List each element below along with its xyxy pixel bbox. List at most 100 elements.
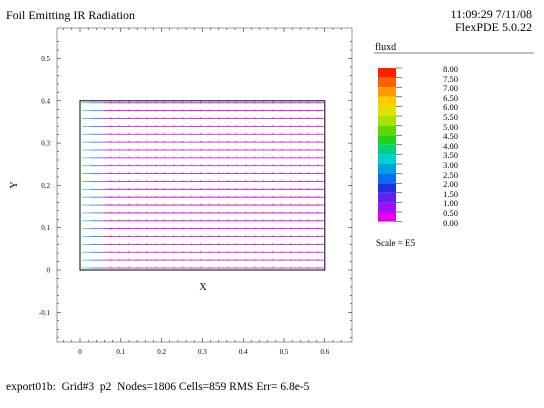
flux-arrowhead (262, 124, 266, 127)
flux-arrowhead (217, 258, 221, 261)
legend-swatch (378, 77, 396, 88)
flux-arrowhead (271, 132, 275, 135)
legend-value: 5.50 (443, 112, 458, 122)
flux-arrowhead (280, 124, 284, 127)
legend-value: 5.00 (443, 121, 458, 132)
scale-note: Scale = E5 (376, 238, 416, 248)
flux-arrowhead (289, 164, 293, 166)
flux-arrowhead (172, 250, 176, 253)
flux-arrowhead (199, 101, 203, 104)
flux-arrowhead (271, 187, 275, 190)
flux-arrowhead (298, 211, 302, 214)
legend-swatch (378, 212, 396, 222)
flux-arrowhead (262, 195, 266, 198)
flux-arrowhead (307, 132, 311, 135)
flux-arrowhead (127, 156, 131, 159)
flux-arrowhead (271, 101, 275, 104)
flux-arrowhead (145, 180, 149, 182)
flux-arrowhead (208, 187, 212, 190)
flux-arrowhead (289, 250, 293, 253)
flux-arrowhead (163, 172, 167, 174)
flux-arrowhead (208, 203, 212, 206)
legend-swatch (378, 68, 396, 78)
flux-arrowhead (172, 109, 176, 111)
flux-arrowhead (298, 140, 302, 143)
flux-arrowhead (262, 180, 266, 182)
flux-arrowhead (253, 172, 257, 174)
flux-arrowhead (307, 117, 311, 119)
flux-arrowhead (280, 187, 284, 190)
flux-arrowhead (172, 156, 176, 159)
x-tick-label: 0.6 (320, 348, 329, 356)
flux-arrowhead (307, 242, 311, 245)
flux-arrowhead (136, 140, 140, 143)
flux-arrowhead (163, 242, 167, 245)
flux-arrowhead (163, 187, 167, 190)
flux-arrowhead (154, 187, 158, 190)
flux-arrowhead (217, 250, 221, 253)
flux-arrowhead (172, 203, 176, 206)
flux-arrowhead (280, 266, 284, 269)
flux-arrowhead (298, 148, 302, 151)
flux-arrowhead (109, 211, 113, 214)
flux-arrowhead (127, 211, 131, 214)
flux-arrowhead (154, 101, 158, 104)
flux-arrowhead (298, 117, 302, 119)
flux-arrowhead (190, 187, 194, 190)
flux-arrowhead (307, 250, 311, 253)
y-axis-label: Y (9, 181, 20, 188)
flux-arrowhead (280, 132, 284, 135)
flux-arrowhead (244, 242, 248, 245)
flux-arrowhead (244, 235, 248, 237)
flux-arrowhead (226, 266, 230, 269)
flux-arrowhead (271, 219, 275, 222)
flux-arrowhead (118, 132, 122, 135)
flux-arrowhead (181, 117, 185, 119)
flux-arrowhead (235, 203, 239, 206)
flux-arrowhead (235, 148, 239, 151)
flux-arrowhead (262, 266, 266, 269)
flux-arrowhead (271, 235, 275, 237)
flux-arrowhead (154, 258, 158, 261)
flux-arrowhead (298, 219, 302, 222)
y-tick-label: 0.1 (41, 224, 50, 232)
flux-arrowhead (262, 203, 266, 206)
flux-arrowhead (163, 195, 167, 198)
flux-arrowhead (208, 164, 212, 166)
flux-arrowhead (271, 211, 275, 214)
flux-arrowhead (208, 101, 212, 104)
flux-arrowhead (208, 156, 212, 159)
flux-arrowhead (118, 156, 122, 159)
flux-arrowhead (280, 156, 284, 159)
flux-arrowhead (262, 109, 266, 111)
flux-arrowhead (145, 164, 149, 166)
legend-value: 2.00 (443, 179, 458, 190)
flux-arrowhead (289, 172, 293, 174)
y-tick-labels: 0.5 0.4 0.3 0.2 0.1 0 -0.1 (39, 55, 51, 317)
flux-arrowhead (244, 109, 248, 111)
x-tick-labels: 0 0.1 0.2 0.3 0.4 0.5 0.6 (78, 348, 329, 356)
flux-arrowhead (280, 242, 284, 245)
flux-arrowhead (172, 117, 176, 119)
flux-arrowhead (145, 219, 149, 222)
flux-arrowhead (307, 109, 311, 111)
flux-arrowhead (190, 266, 194, 269)
flux-arrowhead (154, 156, 158, 159)
flux-arrowhead (253, 180, 257, 182)
flux-arrowhead (253, 258, 257, 261)
flux-arrowhead (190, 140, 194, 143)
flux-arrowhead (253, 124, 257, 127)
flux-arrowhead (307, 211, 311, 214)
flux-arrowhead (208, 250, 212, 253)
flux-arrowhead (226, 227, 230, 229)
flux-arrowhead (316, 203, 320, 206)
flux-arrowhead (316, 180, 320, 182)
flux-arrowhead (217, 109, 221, 111)
flux-arrowhead (163, 101, 167, 104)
flux-arrowhead (226, 148, 230, 151)
flux-arrowhead (208, 109, 212, 111)
flux-arrowhead (271, 203, 275, 206)
flux-arrowhead (271, 172, 275, 174)
flux-arrowhead (127, 203, 131, 206)
flux-arrowhead (244, 227, 248, 229)
